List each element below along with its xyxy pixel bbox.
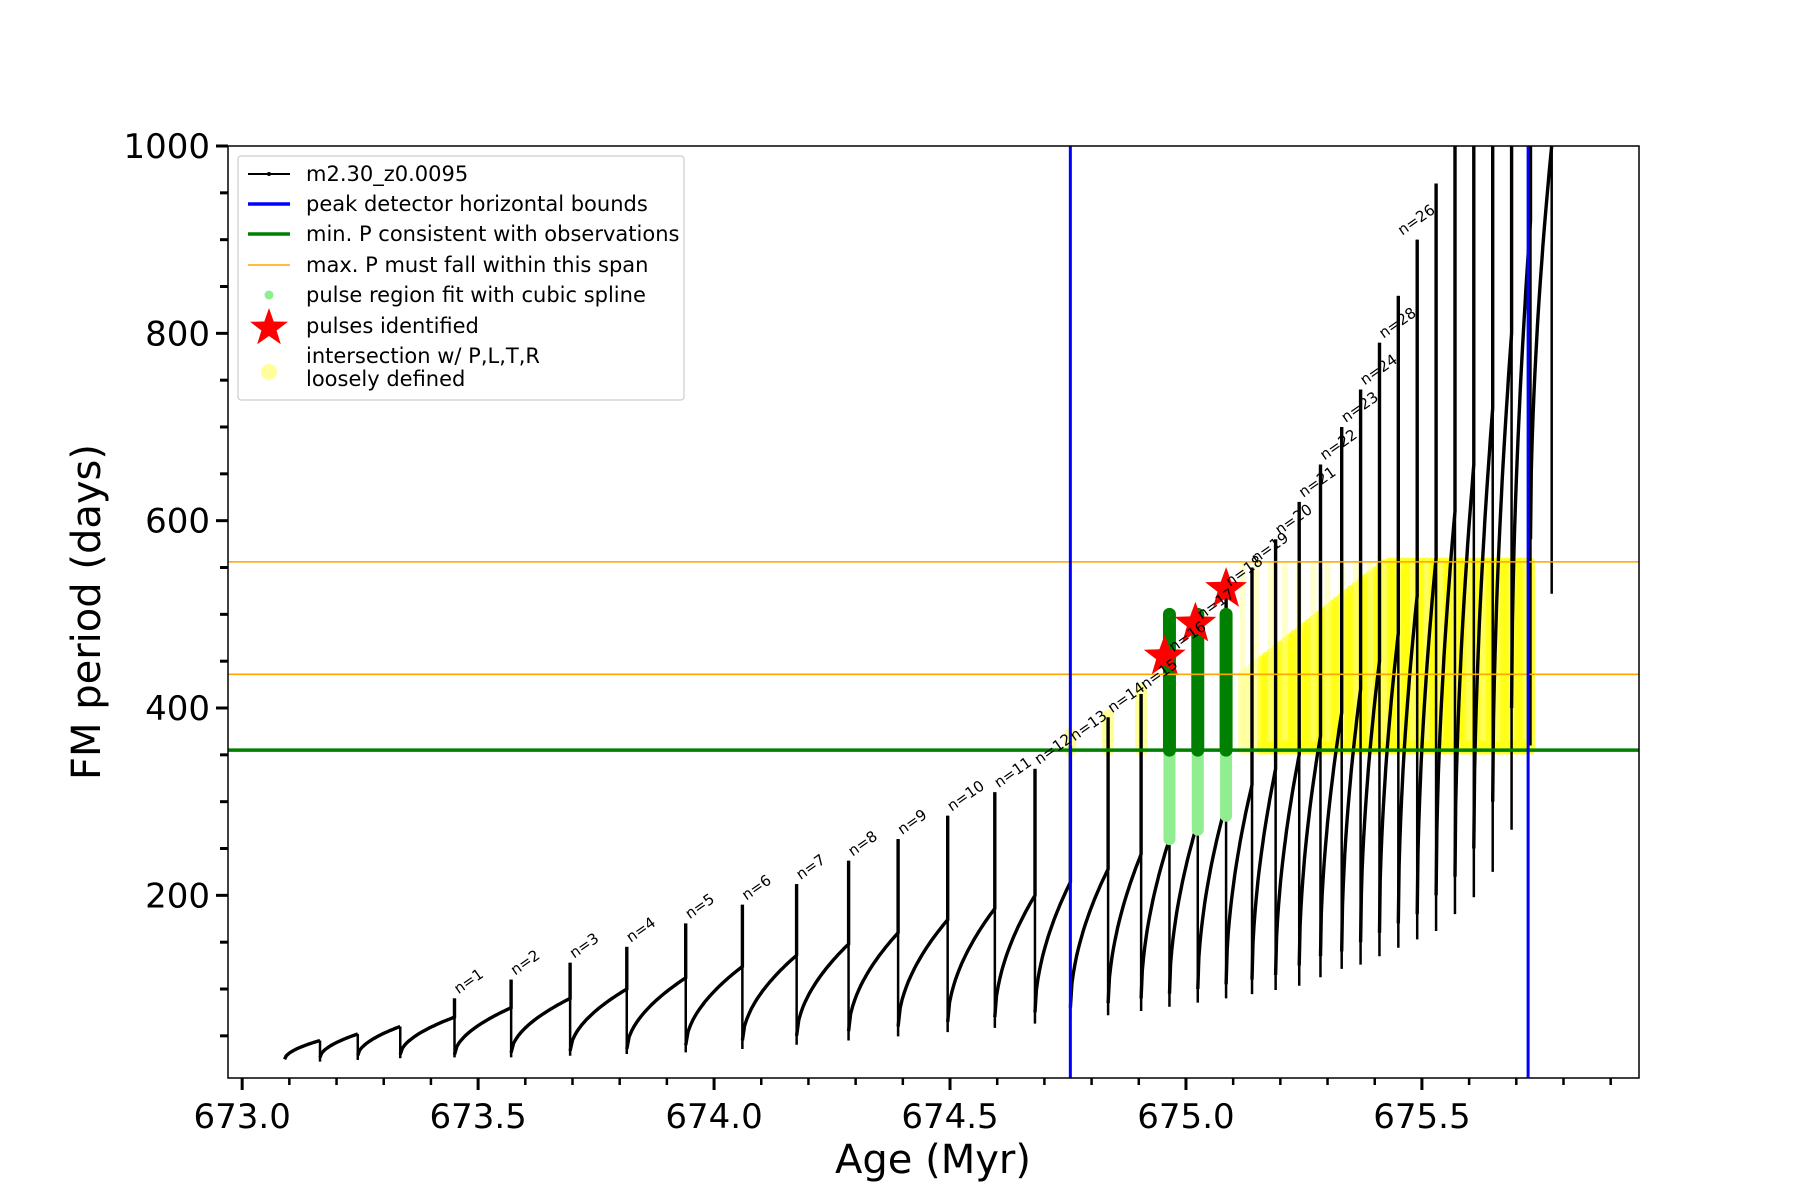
track-cycle bbox=[1358, 342, 1382, 943]
track-cycle bbox=[509, 962, 572, 1054]
track-cycle bbox=[1491, 146, 1514, 802]
pulse-star bbox=[1143, 634, 1186, 675]
track-cycle bbox=[1297, 464, 1323, 966]
track-cycle bbox=[896, 815, 950, 1027]
x-tick-label: 674.5 bbox=[901, 1097, 998, 1137]
track-cycle bbox=[1033, 745, 1073, 1013]
pulse-star bbox=[1205, 567, 1247, 607]
track-cycle bbox=[993, 768, 1037, 1018]
track-cycle bbox=[1167, 623, 1200, 994]
track-cycle bbox=[740, 884, 799, 1041]
track-cycle bbox=[398, 998, 457, 1056]
track-cycle bbox=[1224, 567, 1254, 985]
track-cycle bbox=[1377, 295, 1400, 933]
track-cycle bbox=[1318, 427, 1344, 957]
track-cycle bbox=[1396, 239, 1419, 924]
x-tick-label: 675.0 bbox=[1137, 1097, 1234, 1137]
track-cycle bbox=[1273, 501, 1301, 976]
legend-label-pulses: pulses identified bbox=[306, 314, 479, 338]
track-cycle bbox=[1528, 146, 1554, 540]
y-tick-label: 1000 bbox=[123, 127, 210, 167]
legend-marker-intersect bbox=[261, 364, 277, 380]
track-cycle bbox=[1250, 539, 1278, 980]
axes-layer: 673.0 673.5 674.0 674.5 675.0 675.5 200 400 600 8… bbox=[123, 127, 1612, 1137]
legend-label-intersect-line2: loosely defined bbox=[306, 367, 465, 391]
y-axis-label: FM period (days) bbox=[64, 444, 110, 780]
track-cycle bbox=[794, 860, 851, 1037]
legend-label-intersect: intersection w/ P,L,T,R bbox=[306, 344, 540, 368]
track-cycle bbox=[1340, 389, 1363, 952]
track-cycle bbox=[452, 979, 513, 1056]
track-cycle bbox=[846, 839, 900, 1032]
legend-label-spline: pulse region fit with cubic spline bbox=[306, 283, 646, 307]
y-tick-label: 400 bbox=[145, 689, 210, 729]
track-cycle bbox=[1068, 717, 1110, 1008]
track-cycle bbox=[946, 792, 997, 1022]
y-tick-label: 800 bbox=[145, 314, 210, 354]
track-cycle bbox=[283, 1038, 321, 1061]
x-axis-label: Age (Myr) bbox=[835, 1137, 1031, 1183]
x-tick-label: 675.5 bbox=[1373, 1097, 1470, 1137]
legend-label-track: m2.30_z0.0095 bbox=[306, 162, 468, 187]
y-tick-label: 200 bbox=[145, 876, 210, 916]
track-cycle bbox=[1472, 146, 1495, 849]
track-cycle bbox=[684, 904, 745, 1046]
legend-label-bounds: peak detector horizontal bounds bbox=[306, 192, 648, 216]
x-tick-label: 673.5 bbox=[429, 1097, 526, 1137]
legend-marker-dot bbox=[267, 172, 271, 176]
track-cycle bbox=[625, 923, 688, 1050]
legend-frame bbox=[237, 155, 685, 401]
intersection-band bbox=[1238, 557, 1535, 755]
y-tick-label: 600 bbox=[145, 502, 210, 542]
plot-frame bbox=[227, 145, 1640, 1079]
track-cycle bbox=[1106, 694, 1143, 1004]
pulse-star bbox=[1174, 601, 1217, 642]
track-cycle bbox=[1415, 183, 1438, 915]
track-cycle bbox=[568, 946, 629, 1052]
legend-label-maxp: max. P must fall within this span bbox=[306, 253, 648, 277]
x-tick-label: 673.0 bbox=[193, 1097, 290, 1137]
track-cycle bbox=[356, 1024, 401, 1057]
legend-label-minp: min. P consistent with observations bbox=[306, 222, 679, 246]
track-cycle bbox=[1139, 656, 1172, 999]
x-tick-label: 674.0 bbox=[665, 1097, 762, 1137]
legend-marker-star bbox=[250, 308, 288, 345]
track-cycle bbox=[318, 1032, 359, 1059]
legend-marker-spline bbox=[264, 290, 274, 300]
track-cycle bbox=[1453, 146, 1476, 877]
series-track bbox=[283, 146, 1554, 1062]
